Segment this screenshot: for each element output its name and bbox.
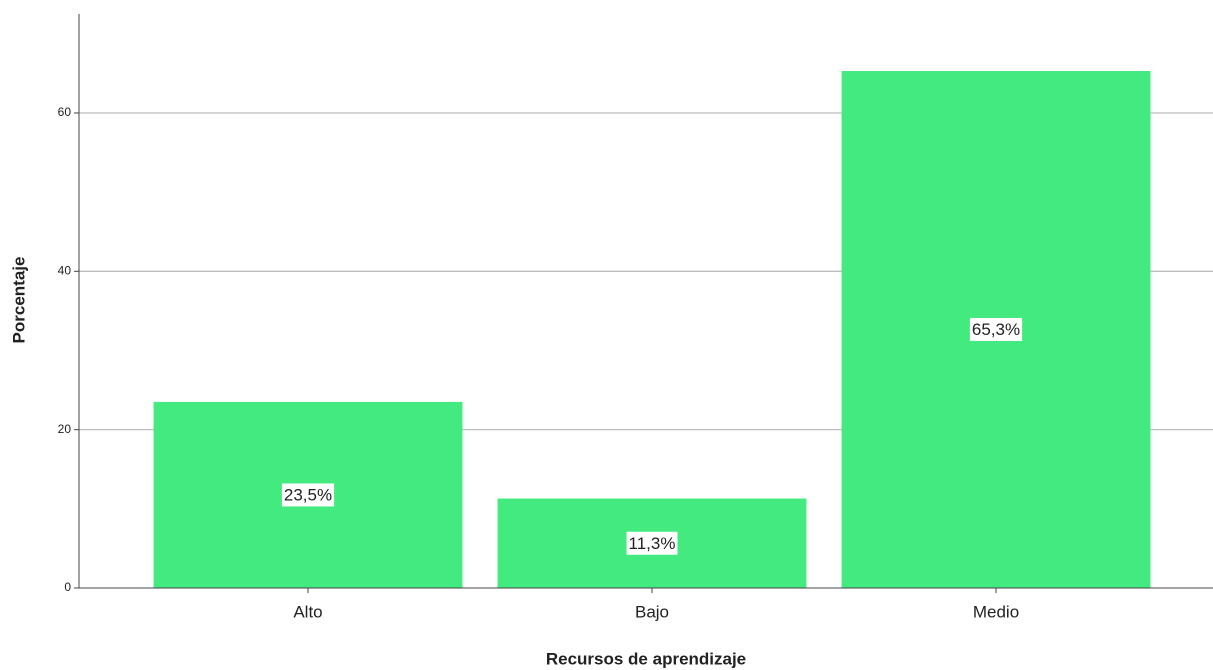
value-label: 23,5% (284, 485, 332, 504)
y-tick-label: 60 (58, 105, 72, 119)
value-label-box (281, 483, 335, 507)
x-tick-label: Alto (293, 602, 322, 621)
value-label-box (969, 317, 1023, 341)
x-tick-label: Medio (973, 602, 1019, 621)
y-axis-title: Porcentaje (9, 257, 28, 344)
y-tick-label: 40 (58, 263, 72, 277)
x-tick-label: Bajo (635, 602, 669, 621)
value-label: 11,3% (629, 534, 676, 553)
value-label: 65,3% (972, 320, 1020, 339)
y-tick-label: 20 (58, 422, 72, 436)
y-tick-label: 0 (64, 580, 71, 594)
x-axis-title: Recursos de aprendizaje (546, 649, 746, 668)
value-label-box (626, 531, 678, 555)
